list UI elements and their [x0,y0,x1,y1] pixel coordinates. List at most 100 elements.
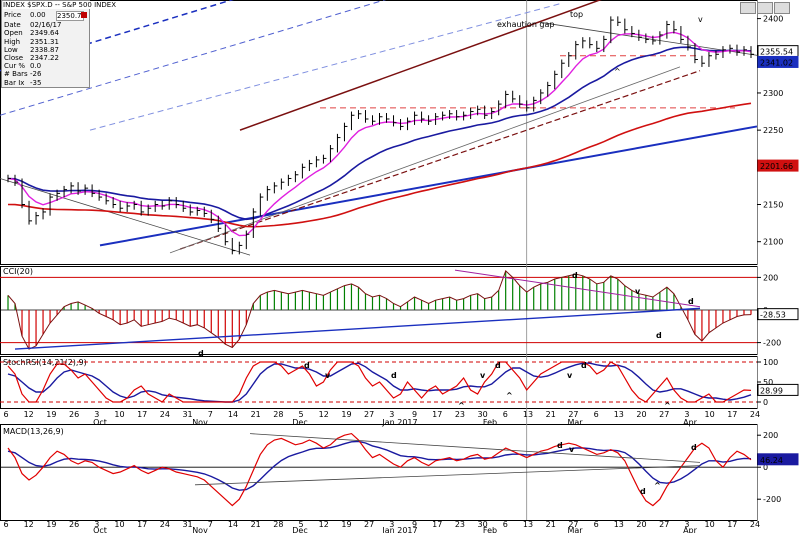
panel-frame-macd [0,424,758,521]
info-row-label: Close [4,54,24,63]
price-axis-tag-label: 2355.54 [760,48,793,57]
x-day-tick: 21 [251,520,261,529]
x-month-label: Jan 2017 [381,526,417,533]
x-day-tick: 17 [432,520,442,529]
x-day-tick: 10 [705,520,715,529]
price-tick-label: 2300 [763,89,783,98]
trend-gray-3 [0,178,251,256]
stoch-axis-tag [757,383,799,396]
info-row-label: # Bars [4,70,28,79]
x-day-tick: 13 [523,410,533,419]
x-month-label: Nov [192,418,208,427]
trend-dashed-blue-2 [0,0,387,116]
x-day-tick: 21 [546,410,556,419]
x-day-tick: 12 [319,520,329,529]
maximize-button[interactable] [757,2,773,14]
x-day-tick: 26 [69,520,79,529]
info-row-value: 0.0 [30,62,42,71]
price-annotation: top [570,10,583,19]
price-tick-label: 2250 [763,126,783,135]
info-row-label: High [4,37,21,46]
stoch-signal-line [7,362,752,403]
trend-brown-upper [239,0,602,131]
x-day-tick: 28 [273,520,283,529]
x-day-tick: 7 [208,520,213,529]
macd-trendline-1 [194,465,701,486]
x-day-tick: 9 [412,520,417,529]
cci-tick-label: 200 [763,273,778,282]
ma-mid-line [7,46,752,221]
x-day-tick: 19 [341,520,351,529]
x-day-tick: 6 [503,520,508,529]
stoch-annotation: v [325,371,331,380]
x-day-tick: 3 [684,410,689,419]
info-rows: Date 02/16/17 Open 2349.64 High 2351.31 Low 233… [4,21,88,87]
macd-annotation: d [640,487,646,496]
x-day-tick: 10 [114,410,124,419]
price-tick-label: 2150 [763,201,783,210]
info-row-label: Low [4,45,18,54]
info-row: Cur % 0.0 [4,62,88,70]
price-annotation: v [698,15,703,24]
x-month-label: Dec [292,526,307,533]
price-last: 2350.74 [56,11,86,22]
x-day-tick: 6 [3,520,8,529]
close-button[interactable] [774,2,790,14]
macd-annotation: d [691,443,697,452]
x-month-label: Apr [683,418,698,427]
x-day-tick: 19 [341,410,351,419]
cci-trendline-magenta [454,269,701,308]
x-day-tick: 30 [478,520,488,529]
price-annotation: ^ [614,67,621,76]
x-month-label: Dec [292,418,307,427]
info-row: # Bars -26 [4,70,88,78]
price-axis-tag [757,55,799,68]
info-row: Low 2338.87 [4,46,88,54]
x-day-tick: 14 [228,520,238,529]
stoch-annotation: d [581,361,587,370]
x-day-tick: 17 [137,410,147,419]
minimize-button[interactable] [740,2,756,14]
cci-annotation: d [198,349,204,358]
price-tick-label: 2100 [763,238,783,247]
info-row-value: 2347.22 [30,54,59,63]
info-row: Open 2349.64 [4,29,88,37]
stoch-annotation: ^ [506,391,513,400]
x-day-tick: 14 [228,410,238,419]
window-title: INDEX $SPX.D -- S&P 500 INDEX [3,1,133,10]
x-month-label: Feb [483,418,497,427]
info-row: Close 2347.22 [4,54,88,62]
stoch-tick-label: 0 [763,398,768,407]
x-day-tick: 30 [478,410,488,419]
x-day-tick: 13 [614,520,624,529]
x-day-tick: 13 [614,410,624,419]
x-day-tick: 27 [659,410,669,419]
x-day-tick: 19 [46,520,56,529]
info-row-value: 2349.64 [30,29,59,38]
info-row-value: -35 [30,78,42,87]
macd-tick-label: -200 [763,495,781,504]
macd-trendline-2 [249,433,701,463]
panel-frame-cci [0,266,758,355]
price-box-tag [81,12,87,18]
x-month-label: Mar [567,526,583,533]
cci-line [7,270,752,350]
trend-brown-dashed [179,70,701,250]
x-day-tick: 17 [727,520,737,529]
cci-annotation: d [572,271,578,280]
x-day-tick: 31 [182,410,192,419]
x-day-tick: 7 [208,410,213,419]
x-day-tick: 21 [546,520,556,529]
info-row: High 2351.31 [4,38,88,46]
x-day-tick: 28 [273,410,283,419]
trend-gray-1 [169,66,681,254]
info-row-label: Date [4,21,21,30]
x-day-tick: 3 [94,520,99,529]
macd-axis-tag [757,453,799,466]
x-day-tick: 12 [319,410,329,419]
x-day-tick: 20 [636,520,646,529]
x-day-tick: 3 [684,520,689,529]
stoch-annotation: d [304,361,310,370]
